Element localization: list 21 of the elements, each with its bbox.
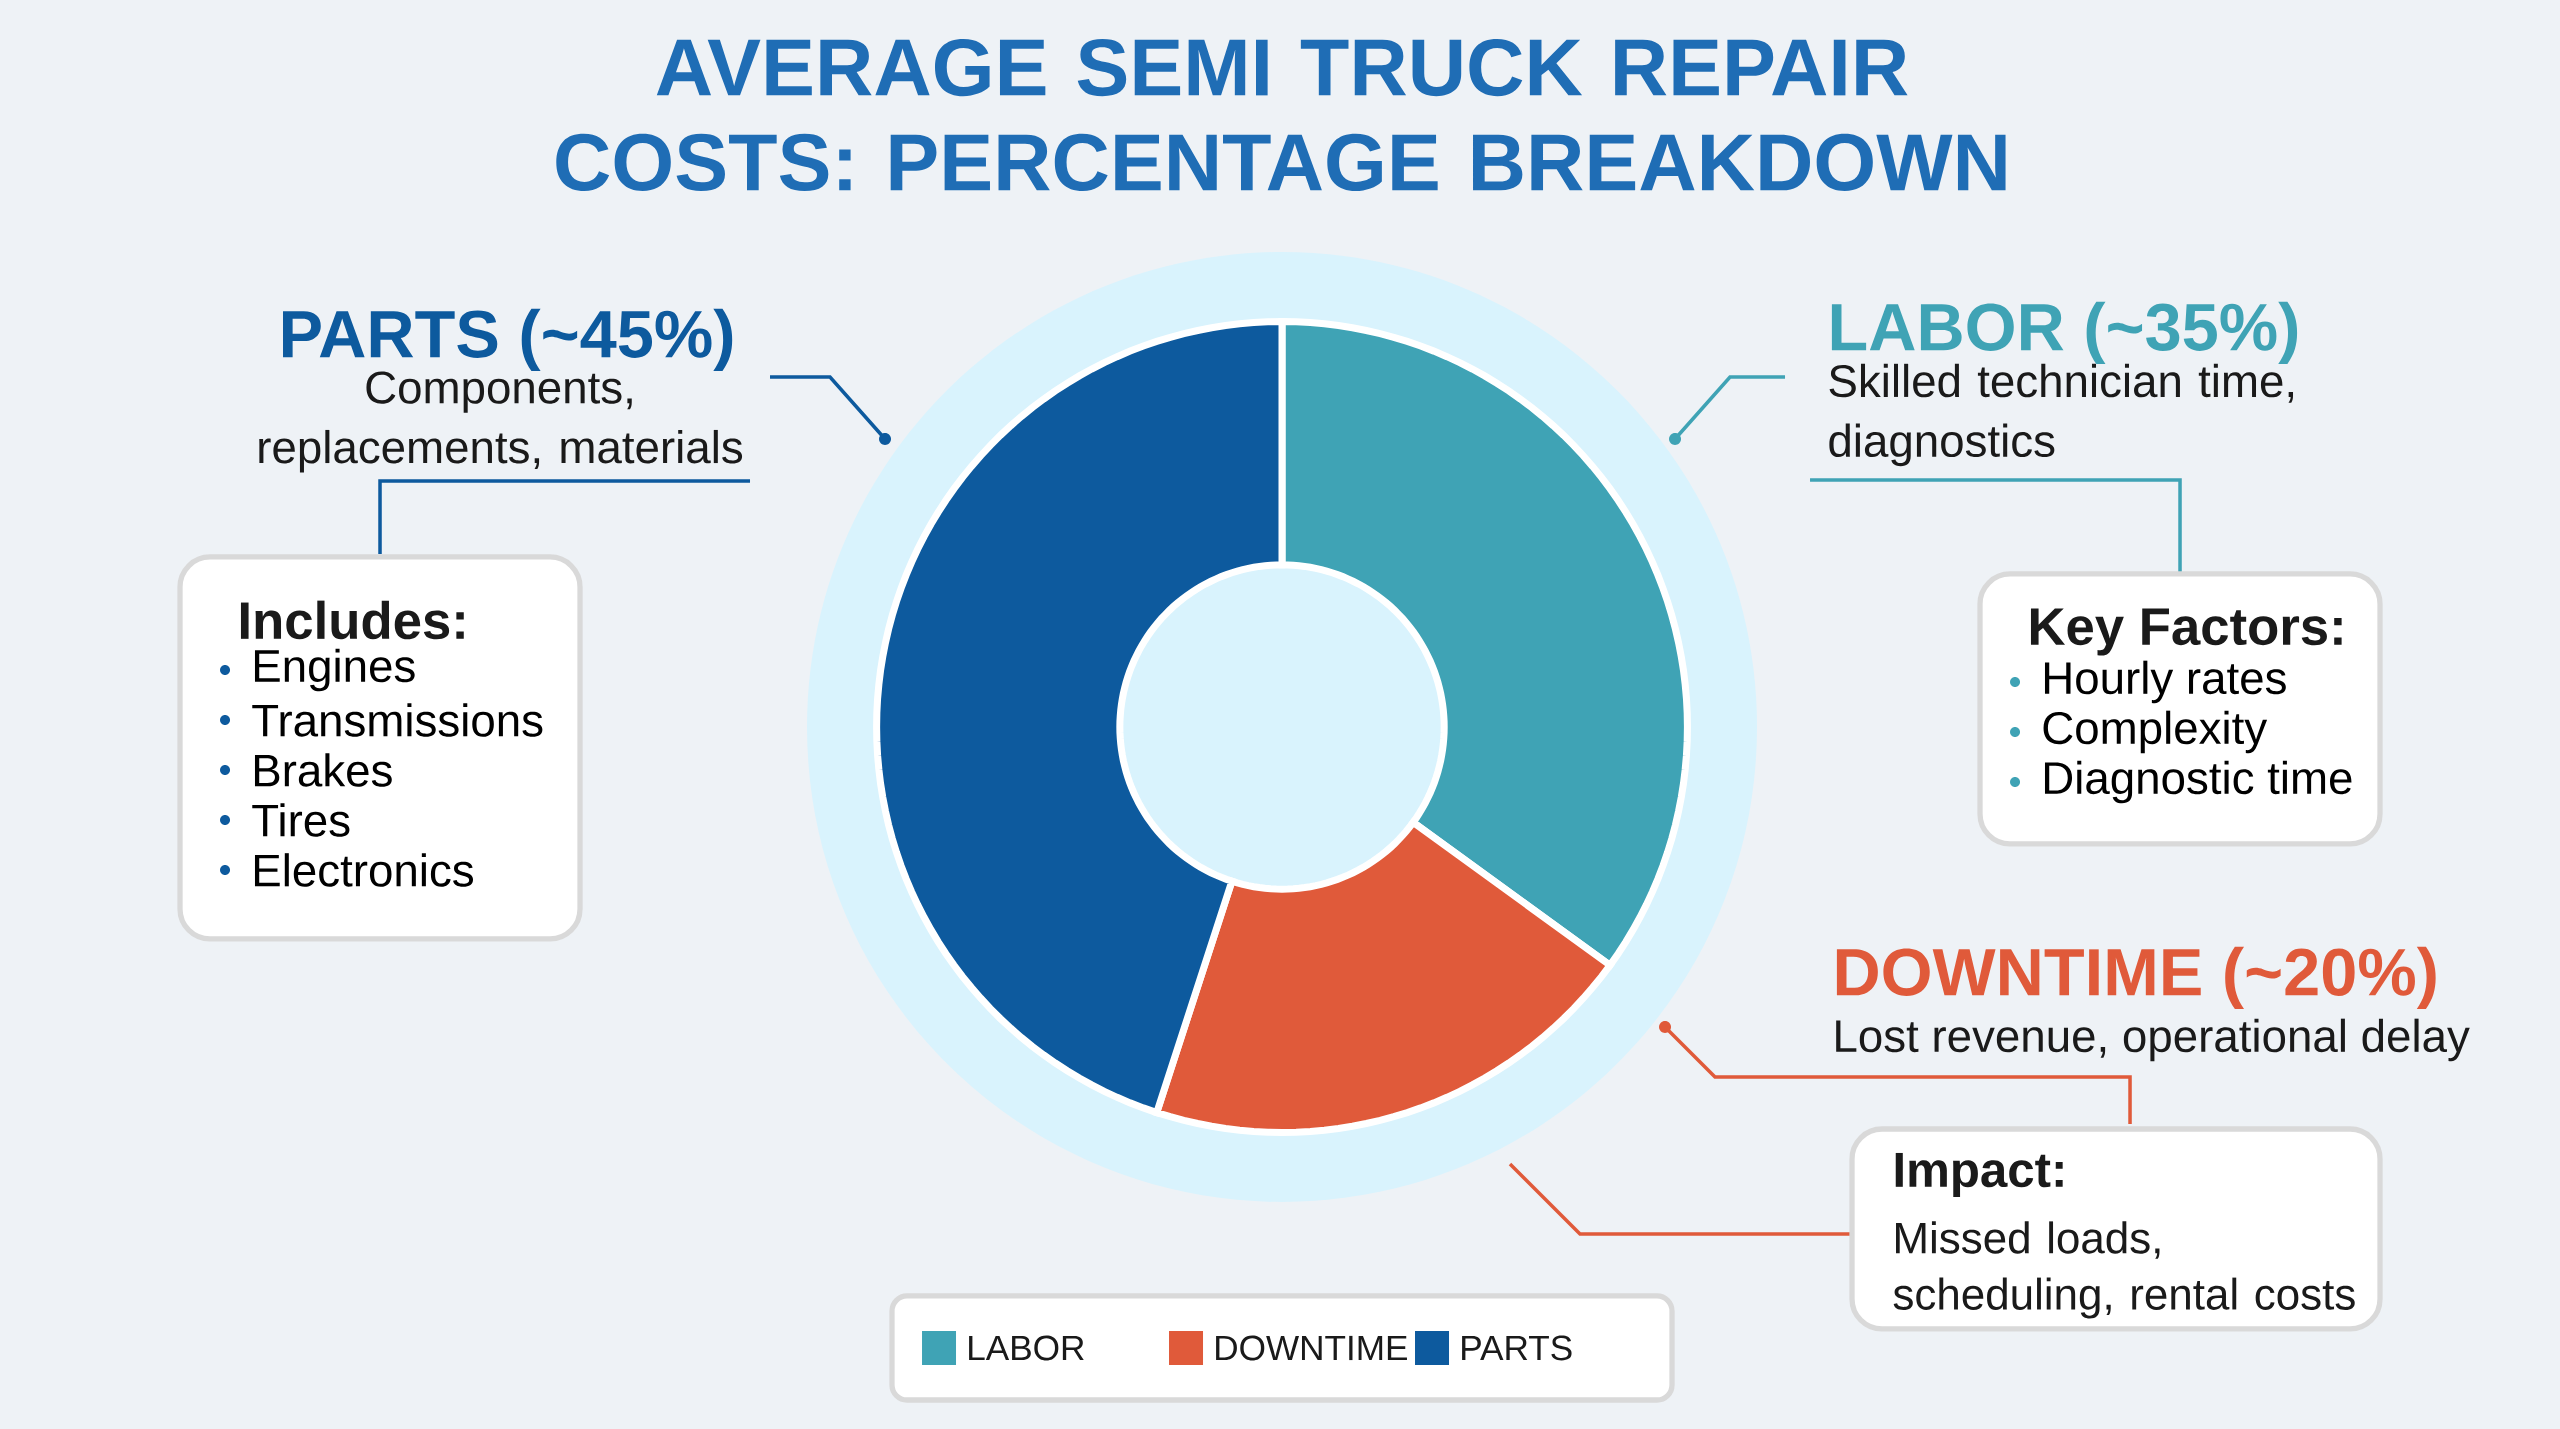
text: Lost revenue, operational delay — [1836, 1018, 2470, 1062]
text: Includes: — [240, 600, 464, 640]
text: Transmissions — [252, 703, 543, 737]
legend-label: PARTS — [1462, 1335, 1572, 1361]
text: Key Factors: — [2030, 608, 2342, 656]
text: Components, replacements, materials — [259, 371, 743, 473]
text: Tires — [252, 803, 350, 837]
text: Missed loads, scheduling, rental costs — [1893, 1221, 2355, 1319]
text: Impact: — [1895, 1152, 2063, 1197]
text: Electronics — [254, 853, 474, 887]
text: PARTS (~45%) — [283, 308, 733, 372]
text: Engines — [254, 648, 415, 692]
legend-label: LABOR — [969, 1335, 1084, 1361]
text: Diagnostic time — [2044, 760, 2352, 804]
chart-title: AVERAGE SEMI TRUCK REPAIR COSTS: PERCENTAGE BREAKDOWN — [556, 38, 2006, 192]
text: Hourly rates — [2044, 660, 2286, 704]
text: Skilled technician time, diagnostics — [1829, 363, 2294, 467]
text: DOWNTIME (~20%) — [1836, 946, 2436, 1010]
text: Complexity — [2043, 710, 2268, 754]
legend-label: DOWNTIME — [1216, 1335, 1407, 1361]
text: Brakes — [254, 753, 392, 787]
